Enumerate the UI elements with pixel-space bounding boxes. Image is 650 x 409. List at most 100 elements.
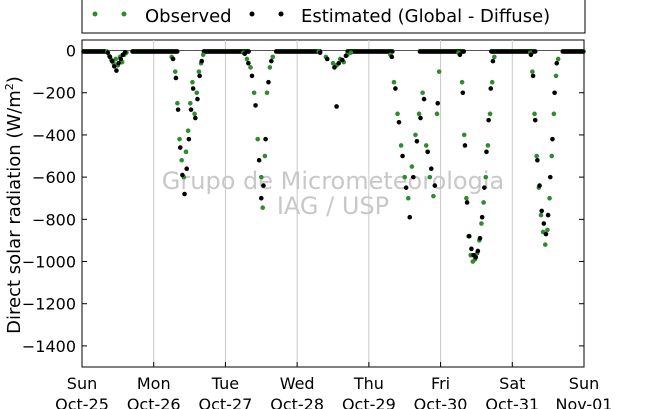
estimated-point	[460, 90, 466, 96]
observed-point	[481, 200, 486, 205]
estimated-point	[547, 174, 553, 180]
observed-point	[260, 205, 266, 211]
estimated-point	[334, 104, 339, 109]
y-tick-label: 0	[66, 42, 76, 61]
estimated-point	[261, 183, 266, 188]
estimated-point	[418, 115, 423, 121]
estimated-point	[435, 100, 441, 106]
estimated-point	[457, 52, 463, 58]
estimated-point	[186, 136, 192, 142]
observed-point	[177, 136, 182, 142]
estimated-point	[484, 149, 489, 155]
points-layer	[81, 48, 586, 264]
observed-point	[464, 195, 469, 201]
estimated-point	[175, 107, 181, 112]
x-tick-label-day: Tue	[211, 374, 239, 393]
observed-point	[485, 143, 491, 148]
y-tick-label: −1000	[22, 253, 76, 272]
y-axis-title: Direct solar radiation (W/m2)	[3, 76, 25, 334]
estimated-point	[464, 200, 470, 205]
estimated-point	[107, 54, 113, 60]
estimated-point	[535, 157, 540, 163]
legend-estimated-marker	[278, 11, 284, 17]
estimated-point	[114, 68, 119, 73]
observed-point	[551, 111, 557, 117]
x-tick-label-day: Sat	[499, 374, 525, 393]
observed-point	[492, 54, 497, 60]
estimated-point	[199, 58, 205, 64]
estimated-point	[403, 185, 409, 190]
legend-observed-label: Observed	[145, 6, 232, 27]
legend-estimated-marker	[249, 11, 255, 17]
estimated-point	[249, 73, 255, 79]
observed-point	[183, 149, 189, 155]
grid-layer	[153, 40, 513, 367]
x-tick-label-day: Mon	[137, 374, 171, 393]
observed-point	[402, 174, 408, 180]
legend-observed-marker	[121, 11, 127, 17]
observed-point	[244, 56, 250, 62]
observed-point	[538, 212, 544, 218]
estimated-point	[336, 60, 342, 66]
legend-frame	[81, 0, 586, 34]
observed-point	[264, 90, 270, 96]
estimated-point	[180, 172, 185, 178]
observed-point	[423, 143, 429, 148]
y-tick-label: −1200	[22, 295, 76, 314]
observed-point	[427, 174, 433, 180]
estimated-point	[253, 103, 258, 108]
estimated-point	[545, 212, 551, 218]
x-tick-label-date: Oct-28	[270, 395, 324, 409]
estimated-point	[396, 119, 402, 125]
estimated-point	[421, 96, 427, 102]
estimated-point	[256, 157, 262, 163]
estimated-point	[541, 221, 547, 226]
estimated-point	[425, 149, 430, 155]
observed-point	[262, 153, 268, 159]
estimated-point	[532, 117, 538, 123]
estimated-point	[177, 145, 183, 150]
estimated-point	[332, 65, 337, 70]
estimated-point	[343, 53, 349, 59]
estimated-point	[188, 107, 194, 112]
y-axis-title-close: )	[4, 76, 25, 83]
estimated-point	[263, 136, 268, 142]
observed-point	[113, 56, 119, 62]
observed-point	[406, 195, 411, 201]
observed-point	[267, 65, 273, 70]
y-tick-label: −1400	[22, 337, 76, 356]
watermark-line-1: Grupo de Micrometeorologia	[162, 167, 504, 195]
estimated-point	[473, 254, 479, 260]
plot-area	[81, 39, 585, 368]
estimated-point	[109, 58, 115, 64]
x-tick-label-date: Oct-26	[127, 395, 181, 409]
observed-point	[194, 90, 200, 96]
estimated-point	[554, 60, 560, 66]
baseline-point	[246, 49, 251, 54]
estimated-point	[528, 52, 534, 58]
legend-estimated-label: Estimated (Global - Diffuse)	[301, 6, 550, 27]
observed-point	[251, 90, 257, 96]
y-tick-label: −400	[32, 126, 76, 145]
estimated-point	[469, 246, 474, 252]
estimated-point	[340, 57, 345, 63]
estimated-point	[466, 233, 472, 239]
observed-point	[483, 174, 489, 180]
estimated-point	[488, 86, 494, 91]
estimated-point	[324, 56, 330, 62]
estimated-point	[490, 58, 496, 64]
estimated-point	[195, 96, 200, 102]
estimated-point	[428, 166, 434, 171]
y-axis: 0 −200 −400 −600 −800 −1000 −1200 −1400	[22, 42, 584, 356]
x-tick-label-day: Wed	[280, 374, 315, 393]
x-tick-label-day: Thu	[353, 374, 384, 393]
observed-point	[391, 79, 397, 85]
x-tick-label-date: Oct-29	[342, 395, 396, 409]
estimated-point	[193, 115, 198, 121]
observed-point	[545, 227, 550, 233]
estimated-point	[482, 185, 487, 190]
observed-point	[459, 79, 465, 85]
estimated-point	[414, 138, 420, 144]
estimated-point	[552, 90, 557, 96]
